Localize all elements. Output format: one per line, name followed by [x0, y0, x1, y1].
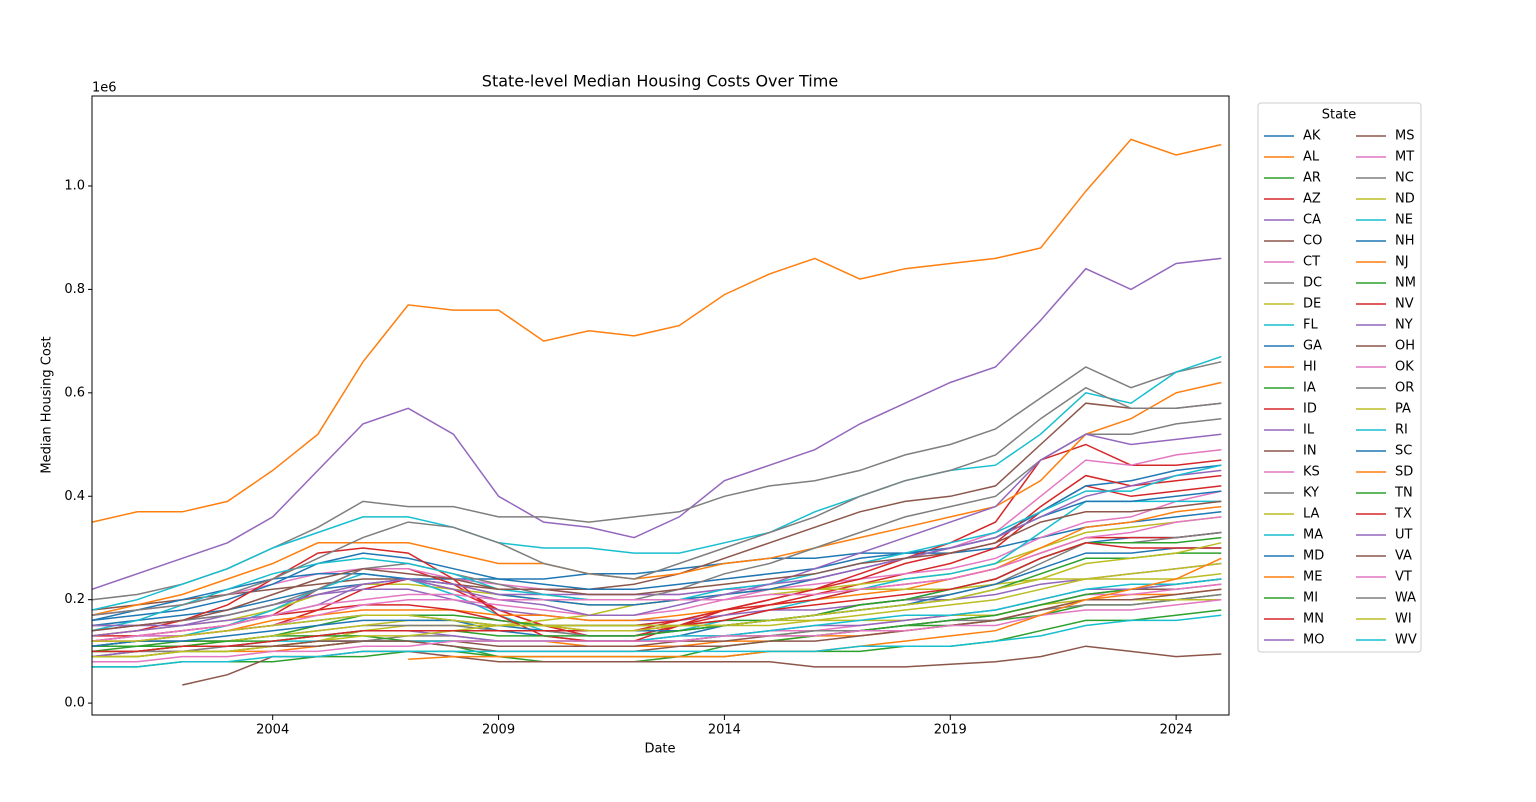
- legend-label: CT: [1303, 255, 1320, 270]
- legend-label: TX: [1394, 507, 1412, 522]
- legend-label: OR: [1395, 381, 1414, 396]
- legend-label: IL: [1303, 423, 1315, 438]
- y-tick-label: 0.2: [64, 592, 85, 607]
- legend-label: TN: [1394, 486, 1413, 501]
- legend-label: WI: [1395, 612, 1412, 627]
- legend-label: SC: [1395, 444, 1412, 459]
- legend-label: AL: [1303, 150, 1320, 165]
- series-line: [92, 500, 1222, 632]
- legend-label: MN: [1303, 612, 1324, 627]
- legend-label: MO: [1303, 633, 1324, 648]
- series-line: [92, 516, 1222, 642]
- legend-label: RI: [1395, 423, 1408, 438]
- y-tick-label: 0.6: [64, 385, 85, 400]
- series-line: [92, 381, 1222, 616]
- series-line: [92, 402, 1222, 611]
- x-tick-label: 2019: [934, 723, 967, 738]
- legend-label: NV: [1395, 297, 1414, 312]
- series-line: [92, 547, 1222, 647]
- legend-label: UT: [1395, 528, 1413, 543]
- x-tick-label: 2009: [482, 723, 515, 738]
- y-tick-label: 0.4: [64, 489, 85, 504]
- legend-label: NJ: [1395, 255, 1409, 270]
- plot-frame: [91, 95, 1230, 716]
- legend-label: ND: [1395, 192, 1415, 207]
- series-line: [92, 386, 1222, 616]
- series-line: [92, 578, 1222, 653]
- y-offset-label: 1e6: [92, 81, 117, 96]
- legend-label: ID: [1303, 402, 1317, 417]
- legend-label: MS: [1395, 129, 1414, 144]
- legend-label: NE: [1395, 213, 1413, 228]
- legend-label: NH: [1395, 234, 1415, 249]
- legend-label: WV: [1395, 633, 1417, 648]
- legend-label: KY: [1303, 486, 1319, 501]
- legend-label: GA: [1303, 339, 1322, 354]
- y-tick-label: 0.8: [64, 282, 85, 297]
- x-axis-label: Date: [644, 742, 675, 757]
- series-line: [92, 614, 1222, 668]
- series-line: [92, 355, 1222, 611]
- series-line: [92, 361, 1222, 601]
- series-line: [92, 448, 1222, 642]
- legend-label: CO: [1303, 234, 1322, 249]
- legend-label: MI: [1303, 591, 1318, 606]
- legend-label: MD: [1303, 549, 1324, 564]
- y-tick-label: 0.0: [64, 696, 85, 711]
- legend-label: AZ: [1303, 192, 1321, 207]
- legend-label: LA: [1303, 507, 1320, 522]
- series-line: [92, 505, 1222, 647]
- x-tick-label: 2004: [256, 723, 289, 738]
- x-tick-label: 2014: [708, 723, 741, 738]
- series-line: [92, 417, 1222, 627]
- legend-label: NM: [1395, 276, 1416, 291]
- series-line: [92, 578, 1222, 663]
- series-line: [92, 257, 1222, 591]
- legend-label: FL: [1303, 318, 1318, 333]
- legend-title: State: [1322, 108, 1356, 123]
- y-axis-label: Median Housing Cost: [40, 336, 55, 473]
- series-line: [92, 598, 1222, 663]
- legend-label: MA: [1303, 528, 1323, 543]
- legend-label: CA: [1303, 213, 1321, 228]
- legend-label: SD: [1395, 465, 1413, 480]
- x-tick-label: 2024: [1160, 723, 1193, 738]
- legend-label: OK: [1395, 360, 1414, 375]
- legend-label: AK: [1303, 129, 1321, 144]
- series-line: [92, 542, 1222, 642]
- legend-label: VT: [1395, 570, 1412, 585]
- legend-label: AR: [1303, 171, 1321, 186]
- legend-label: DC: [1303, 276, 1322, 291]
- series-line: [92, 562, 1222, 653]
- legend-label: NY: [1395, 318, 1413, 333]
- legend-label: NC: [1395, 171, 1414, 186]
- legend-label: IN: [1303, 444, 1317, 459]
- y-tick-label: 1.0: [64, 178, 85, 193]
- series-line: [92, 490, 1222, 622]
- legend-label: VA: [1395, 549, 1412, 564]
- chart-title: State-level Median Housing Costs Over Ti…: [482, 72, 838, 91]
- legend-label: OH: [1395, 339, 1415, 354]
- legend-label: HI: [1303, 360, 1317, 375]
- legend-label: WA: [1395, 591, 1416, 606]
- legend-label: DE: [1303, 297, 1321, 312]
- legend-label: KS: [1303, 465, 1320, 480]
- series-line: [92, 464, 1222, 622]
- series-line: [92, 138, 1222, 523]
- series-line: [92, 588, 1222, 653]
- legend-label: ME: [1303, 570, 1322, 585]
- series-line: [92, 464, 1222, 632]
- legend-label: MT: [1395, 150, 1414, 165]
- legend-label: IA: [1303, 381, 1316, 396]
- legend-label: PA: [1395, 402, 1411, 417]
